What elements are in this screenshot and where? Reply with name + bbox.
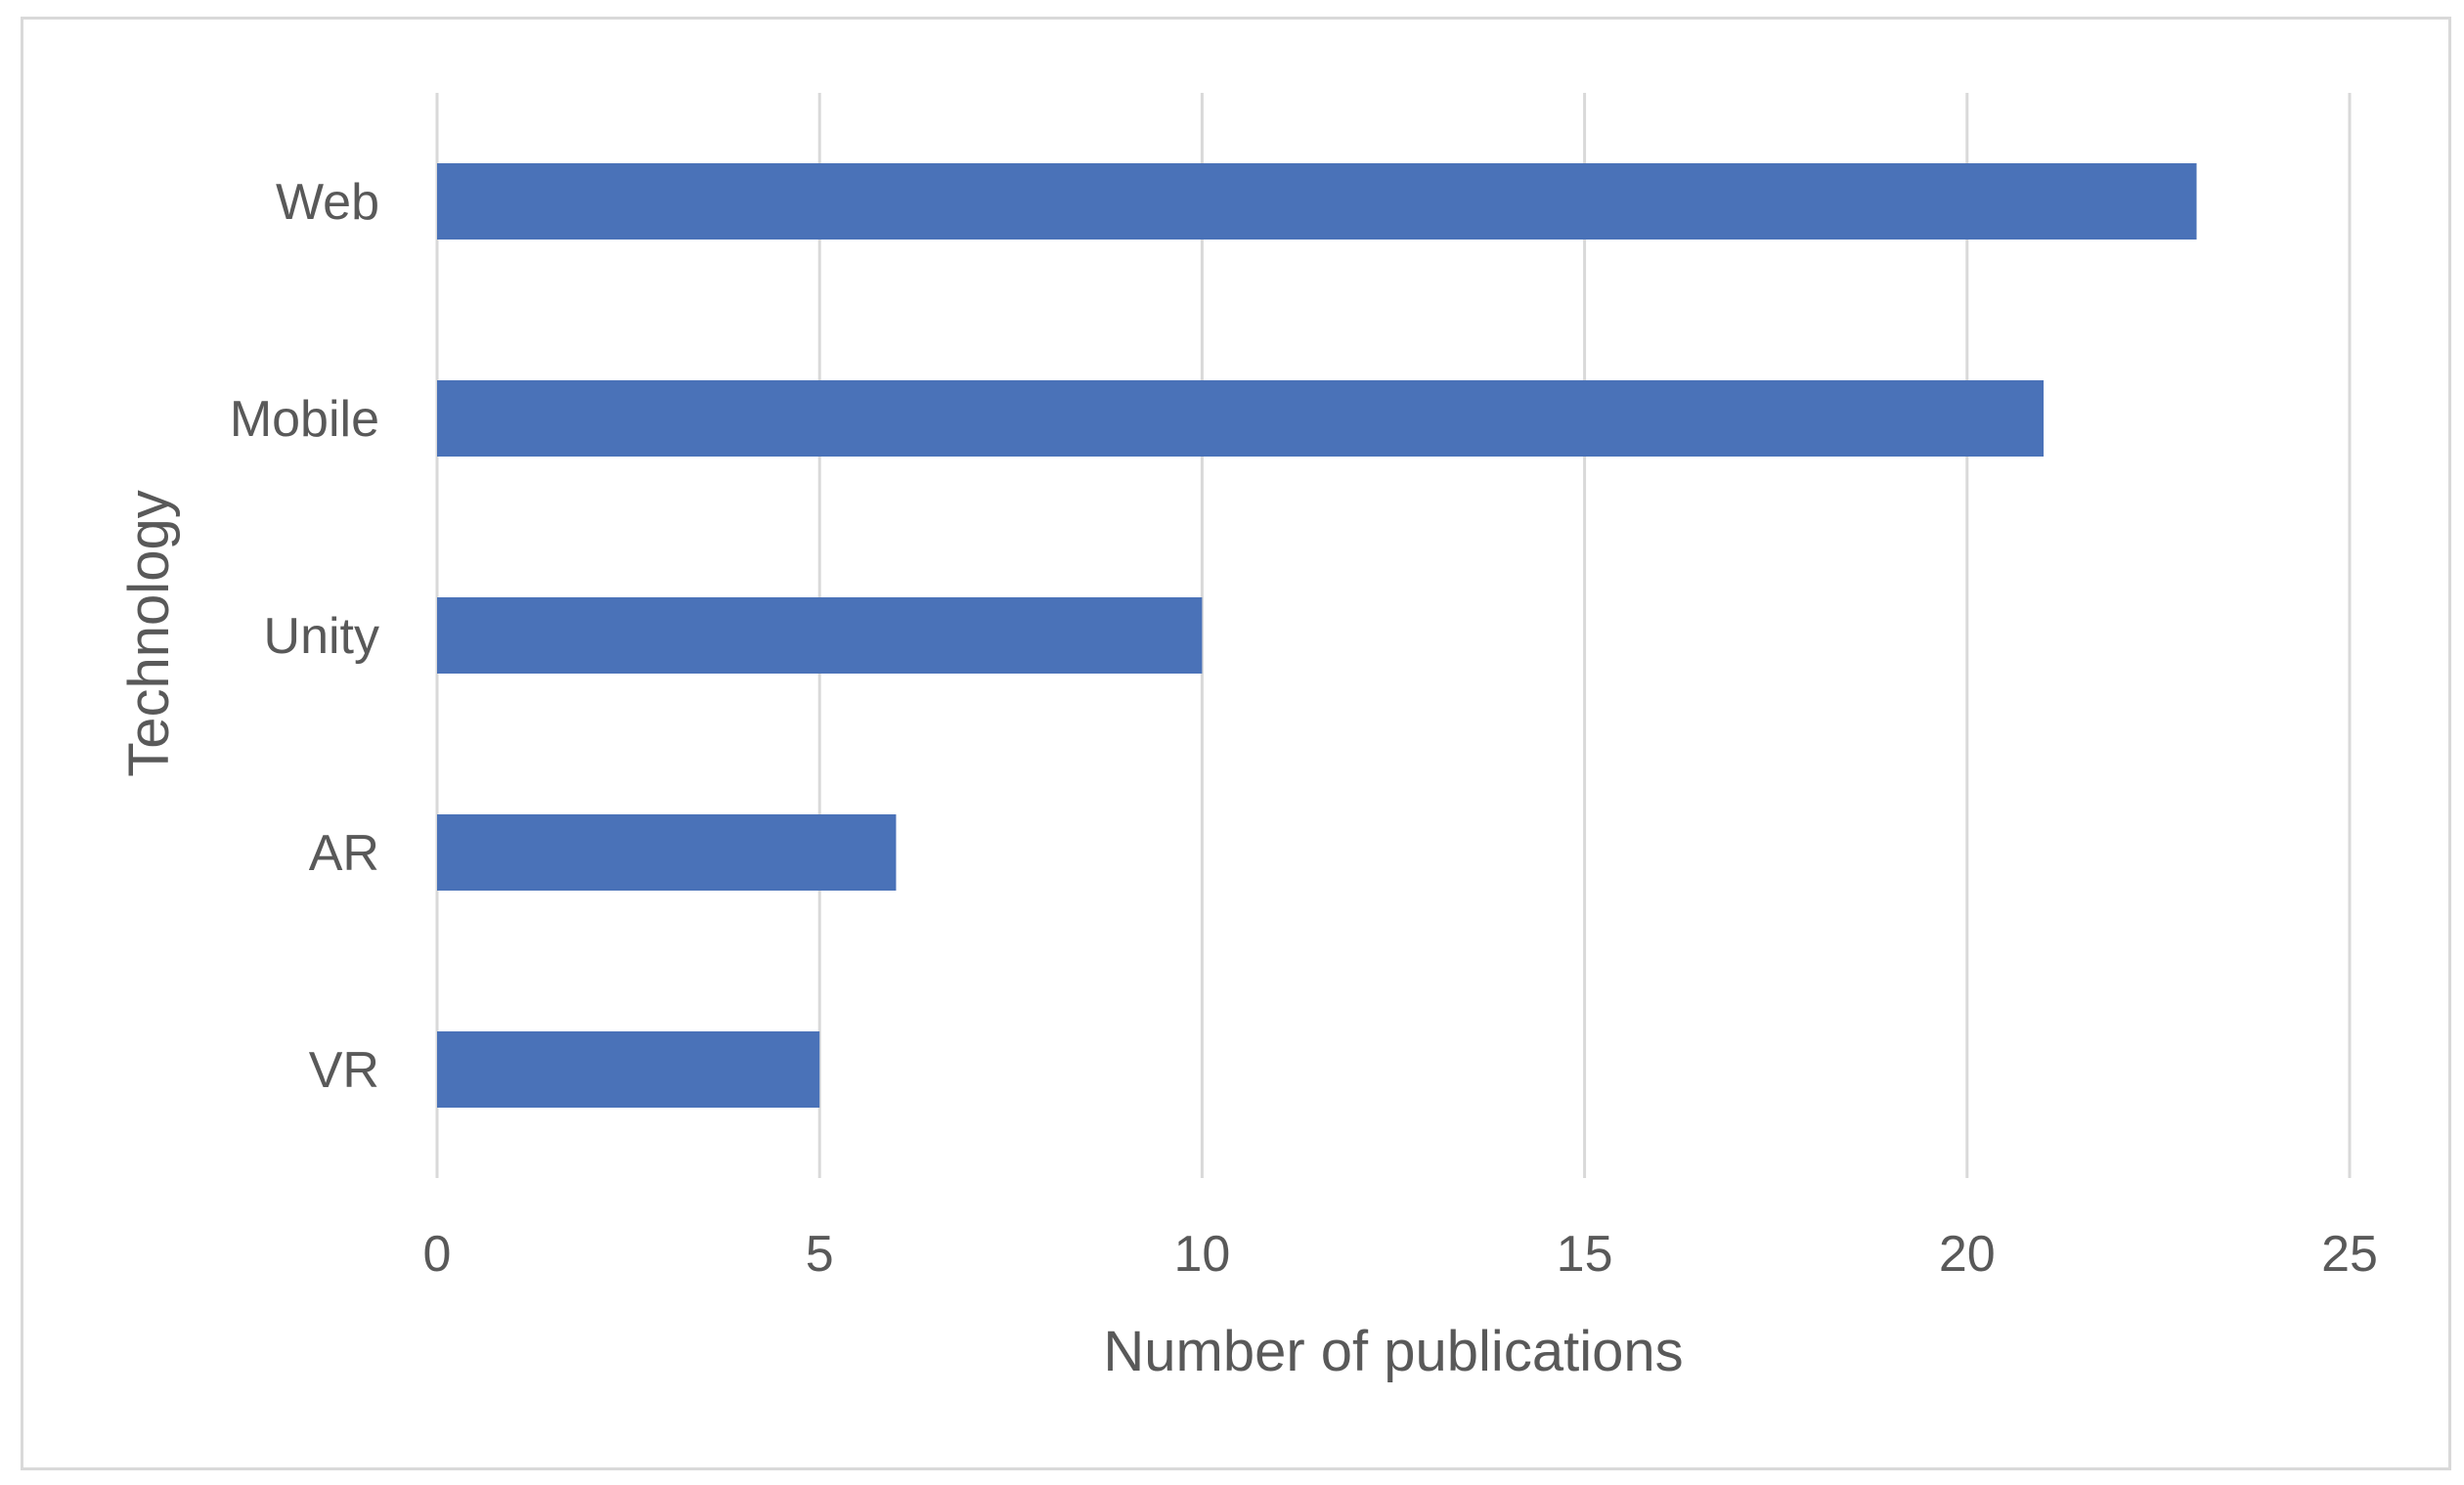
category-label-ar: AR: [309, 825, 379, 882]
x-tick-label-20: 20: [1939, 1226, 1996, 1283]
bar-unity: [437, 597, 1203, 674]
x-axis-title: Number of publications: [1103, 1320, 1683, 1383]
x-tick-label-10: 10: [1173, 1226, 1230, 1283]
y-axis-title: Technology: [117, 490, 181, 776]
category-label-vr: VR: [309, 1042, 379, 1099]
x-tick-label-15: 15: [1557, 1226, 1613, 1283]
category-labels: Web Mobile Unity AR VR: [230, 174, 379, 1099]
category-label-web: Web: [276, 174, 379, 231]
bar-vr: [437, 1031, 820, 1108]
bar-web: [437, 163, 2197, 240]
bar-mobile: [437, 380, 2045, 457]
category-label-mobile: Mobile: [230, 391, 379, 448]
bar-ar: [437, 814, 897, 891]
x-tick-labels: 0 5 10 15 20 25: [423, 1226, 2378, 1283]
gridlines: [435, 93, 2352, 1178]
bars: [437, 163, 2197, 1108]
category-label-unity: Unity: [264, 608, 379, 665]
x-tick-label-0: 0: [423, 1226, 452, 1283]
x-tick-label-5: 5: [806, 1226, 834, 1283]
x-tick-label-25: 25: [2321, 1226, 2378, 1283]
chart-frame: [21, 17, 2451, 1470]
